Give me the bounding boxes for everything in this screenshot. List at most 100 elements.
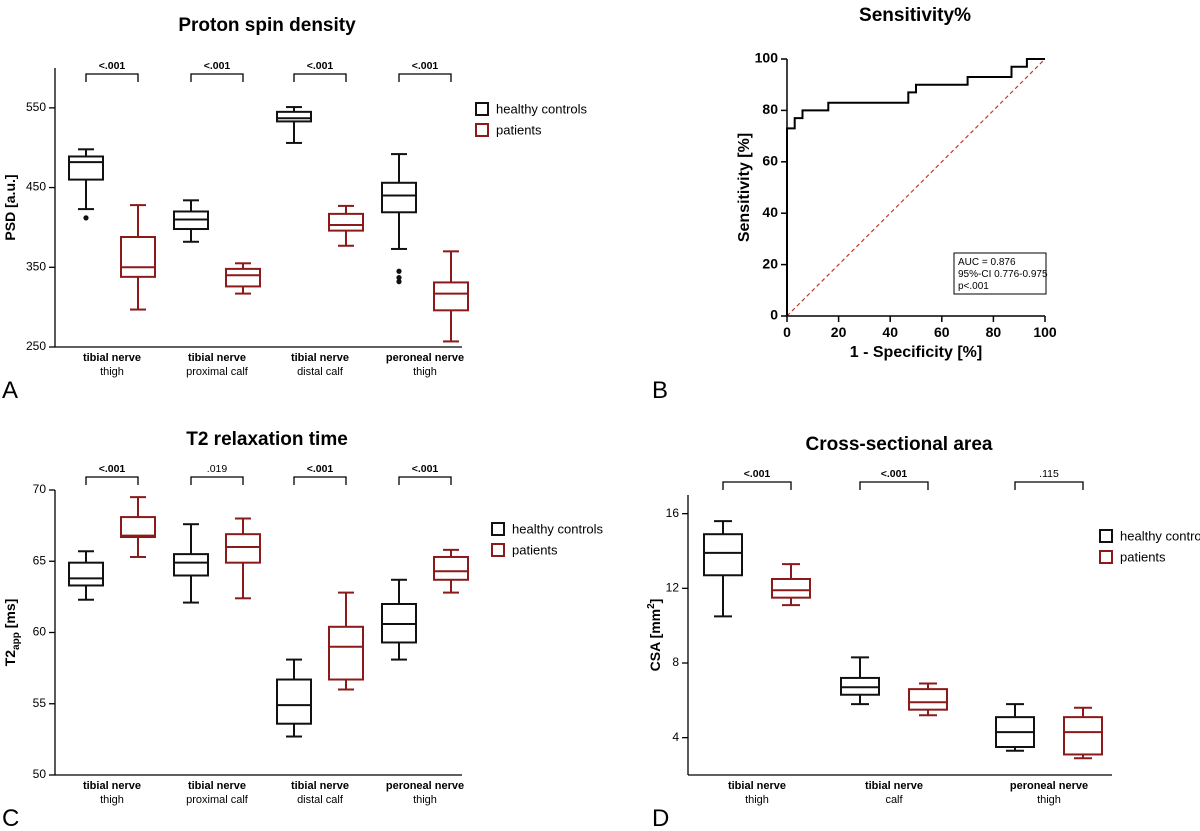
y-tick-label: 550: [26, 100, 46, 114]
significance-bracket: [190, 73, 244, 82]
category-label: tibial nerve: [83, 352, 141, 364]
y-tick-label: 40: [762, 204, 778, 220]
box-iqr: [381, 181, 417, 214]
y-tick-label: 60: [33, 625, 47, 639]
legend: healthy controls patients: [475, 101, 588, 137]
box-controls: [276, 658, 312, 738]
box-iqr: [771, 578, 811, 599]
y-tick-label: 16: [666, 506, 680, 520]
legend-label-controls: healthy controls: [512, 521, 604, 536]
panel-d: Cross-sectional area D 4 8 12 16 CSA [mm2] <.00…: [646, 434, 1200, 831]
p-value-label: <.001: [204, 60, 231, 72]
category-sublabel: distal calf: [297, 794, 344, 806]
significance-bracket: [722, 481, 792, 490]
box-iqr: [433, 555, 469, 581]
y-axis-label: Sensitivity [%]: [736, 133, 753, 242]
x-tick-label: 40: [882, 324, 898, 340]
p-value-label: <.001: [99, 60, 126, 72]
chart-title: Cross-sectional area: [806, 434, 993, 455]
y-tick-label: 450: [26, 180, 46, 194]
box-controls: [381, 153, 417, 285]
box-patients: [908, 682, 948, 717]
box-iqr: [225, 267, 261, 288]
y-tick-label: 0: [770, 307, 778, 323]
category-sublabel: thigh: [745, 794, 769, 806]
y-axis-label-subscript: app: [11, 632, 22, 650]
box-iqr: [328, 212, 364, 232]
group: <.001 peroneal nerve thigh: [381, 60, 469, 378]
x-tick-label: 100: [1033, 324, 1057, 340]
y-tick-label: 12: [666, 581, 680, 595]
box-controls: [995, 703, 1035, 752]
y-axis-label-text: PSD [a.u.]: [2, 174, 18, 240]
y-tick-label: 60: [762, 153, 778, 169]
legend-swatch-patients: [475, 123, 489, 137]
legend-label-controls: healthy controls: [496, 101, 588, 116]
box-iqr: [68, 155, 104, 181]
significance-bracket: [398, 476, 452, 485]
p-value-label: .115: [1039, 468, 1059, 480]
significance-bracket: [85, 476, 139, 485]
p-value-label: <.001: [744, 468, 771, 480]
annotation-line: AUC = 0.876: [958, 257, 1016, 268]
legend-label-patients: patients: [496, 122, 542, 137]
y-tick-label: 70: [33, 482, 47, 496]
box-patients: [225, 517, 261, 600]
significance-bracket: [398, 73, 452, 82]
x-tick-label: 20: [831, 324, 847, 340]
category-label: tibial nerve: [728, 780, 786, 792]
box-patients: [225, 262, 261, 295]
box-iqr: [276, 110, 312, 123]
group: .115 peroneal nerve thigh: [995, 468, 1103, 806]
box-patients: [120, 204, 156, 311]
category-sublabel: proximal calf: [186, 366, 249, 378]
category-label: peroneal nerve: [386, 780, 464, 792]
y-axis-label-superscript: 2: [646, 603, 657, 609]
significance-bracket: [859, 481, 929, 490]
category-sublabel: calf: [885, 794, 903, 806]
y-tick-label: 20: [762, 255, 778, 271]
p-value-label: <.001: [412, 60, 439, 72]
y-tick-label: 350: [26, 259, 46, 273]
box-iqr: [120, 235, 156, 278]
box-iqr: [120, 516, 156, 539]
reference-diagonal: [786, 58, 1046, 317]
p-value-label: <.001: [307, 60, 334, 72]
annotation-box: [953, 252, 1047, 295]
category-sublabel: distal calf: [297, 366, 344, 378]
significance-bracket: [293, 73, 347, 82]
outlier-point: [396, 275, 402, 281]
y-tick-label: 4: [672, 730, 679, 744]
chart-title: T2 relaxation time: [186, 429, 348, 450]
box-iqr: [173, 553, 209, 577]
p-value-label: <.001: [881, 468, 908, 480]
category-label: peroneal nerve: [386, 352, 464, 364]
box-iqr: [225, 533, 261, 564]
category-label: tibial nerve: [83, 780, 141, 792]
y-axis-label-main: T2: [2, 650, 18, 667]
x-tick-label: 60: [934, 324, 950, 340]
significance-bracket: [1014, 481, 1084, 490]
category-label: tibial nerve: [865, 780, 923, 792]
category-label: tibial nerve: [188, 780, 246, 792]
y-tick-label: 65: [33, 553, 47, 567]
box-iqr: [328, 625, 364, 681]
box-patients: [120, 496, 156, 558]
box-patients: [328, 204, 364, 247]
box-controls: [840, 656, 880, 706]
group: <.001 peroneal nerve thigh: [381, 463, 469, 806]
box-controls: [173, 199, 209, 243]
group: <.001 tibial nerve distal calf: [276, 463, 364, 806]
y-tick-label: 8: [672, 655, 679, 669]
box-iqr: [1063, 716, 1103, 756]
legend-swatch-controls: [491, 522, 505, 536]
group: <.001 tibial nerve distal calf: [276, 60, 364, 378]
x-axis-label: 1 - Specificity [%]: [850, 344, 982, 361]
p-value-label: .019: [207, 463, 228, 475]
group: <.001 tibial nerve thigh: [68, 60, 156, 378]
outlier-point: [396, 279, 402, 285]
y-tick-label: 50: [33, 767, 47, 781]
legend: healthy controls patients: [491, 521, 604, 557]
y-axis-label-main: CSA [mm: [647, 609, 663, 672]
